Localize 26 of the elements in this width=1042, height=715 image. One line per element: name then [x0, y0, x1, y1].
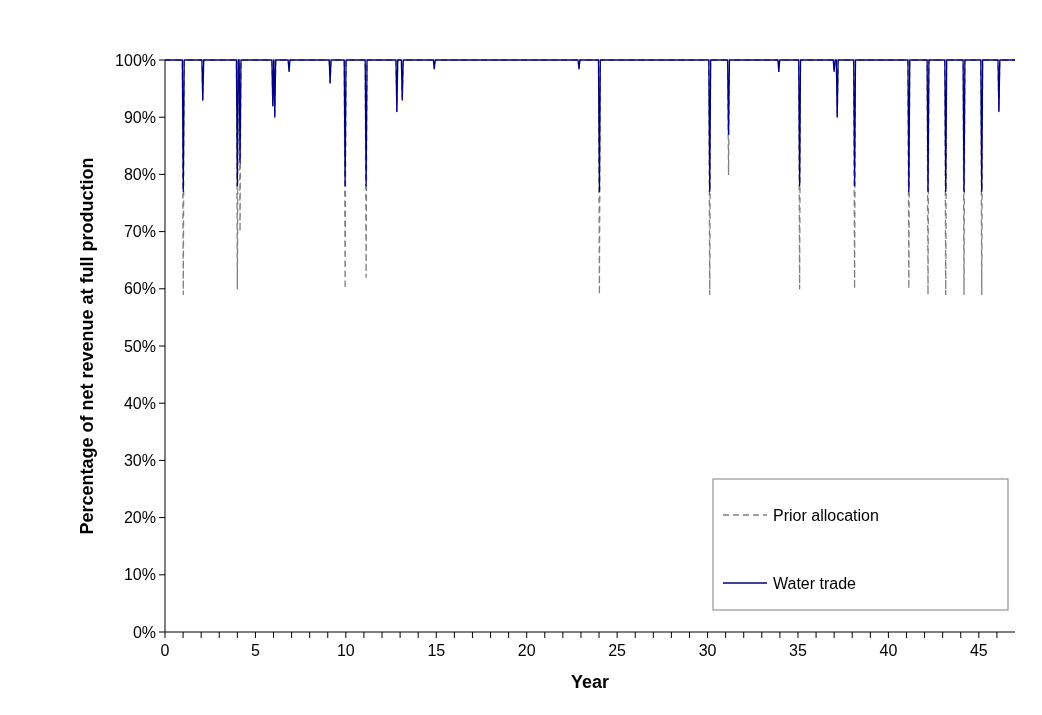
x-tick-label: 5 [250, 642, 260, 659]
x-tick-label: 30 [698, 642, 717, 659]
x-axis-title: Year [570, 672, 610, 692]
x-tick-label: 35 [789, 642, 807, 659]
x-tick-label: 40 [879, 642, 898, 659]
x-tick-label: 10 [336, 642, 355, 659]
x-tick-label: 0 [160, 642, 170, 659]
y-tick-label: 70% [123, 223, 156, 241]
x-tick-label: 15 [427, 642, 446, 659]
legend-label: Water trade [773, 574, 857, 592]
y-tick-label: 60% [123, 280, 156, 298]
x-tick-label: 45 [969, 642, 988, 659]
legend-label: Prior allocation [773, 506, 879, 524]
y-tick-label: 90% [123, 108, 156, 126]
y-tick-label: 10% [123, 566, 156, 584]
y-tick-label: 0% [132, 623, 156, 641]
y-tick-label: 50% [123, 337, 156, 355]
y-tick-label: 80% [123, 166, 156, 183]
y-tick-label: 40% [123, 394, 156, 412]
y-tick-label: 100% [115, 51, 156, 69]
y-tick-label: 20% [123, 509, 156, 527]
x-tick-label: 20 [517, 642, 536, 659]
x-tick-label: 25 [608, 642, 627, 659]
line-series [164, 59, 1016, 193]
y-axis-title: Percentage of net revenue at full production [77, 157, 97, 535]
y-tick-label: 30% [123, 452, 156, 469]
